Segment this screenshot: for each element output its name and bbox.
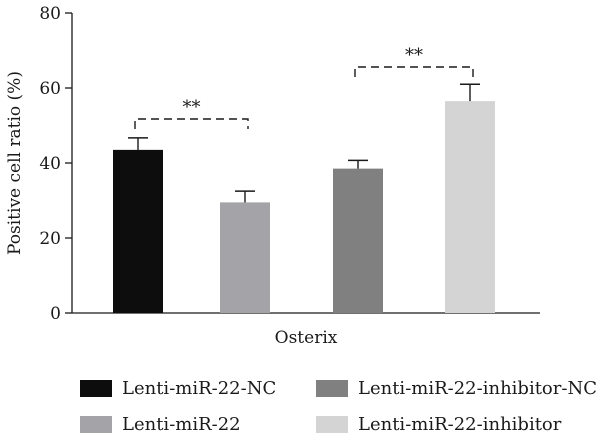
- legend-item: Lenti-miR-22-inhibitor: [316, 410, 561, 438]
- legend-item: Lenti-miR-22-NC: [80, 374, 276, 402]
- y-tick-label: 60: [39, 79, 61, 99]
- error-bars-group: [128, 83, 480, 203]
- legend-label: Lenti-miR-22-inhibitor: [358, 413, 562, 435]
- bar: [113, 149, 163, 313]
- significance-label: **: [183, 97, 201, 118]
- legend-swatch: [316, 379, 348, 397]
- legend-label: Lenti-miR-22-inhibitor-NC: [358, 377, 597, 399]
- x-axis-title: Osterix: [275, 328, 338, 348]
- bar: [445, 101, 495, 313]
- legend-label: Lenti-miR-22-NC: [122, 377, 277, 399]
- significance-bracket: [134, 118, 249, 129]
- y-tick-label: 0: [50, 304, 61, 324]
- bar: [220, 202, 270, 313]
- legend-label: Lenti-miR-22: [122, 413, 241, 435]
- legend-swatch: [80, 379, 112, 397]
- legend-swatch: [80, 415, 112, 433]
- legend: Lenti-miR-22-NC Lenti-miR-22-inhibitor-N…: [80, 372, 600, 442]
- bars-group: [113, 101, 495, 313]
- legend-item: Lenti-miR-22-inhibitor-NC: [316, 374, 597, 402]
- significance-bracket: [354, 66, 474, 77]
- y-axis-title: Positive cell ratio (%): [5, 71, 25, 255]
- legend-swatch: [316, 415, 348, 433]
- y-tick-label: 20: [39, 229, 61, 249]
- bar: [333, 168, 383, 313]
- y-tick-label: 40: [39, 154, 61, 174]
- significance-group: ** **: [134, 45, 474, 129]
- legend-item: Lenti-miR-22: [80, 410, 241, 438]
- bar-chart: 0 20 40 60 80 ** ** Positive cell ratio (%) O…: [5, 4, 540, 348]
- y-tick-label: 80: [39, 4, 61, 24]
- significance-label: **: [405, 45, 423, 66]
